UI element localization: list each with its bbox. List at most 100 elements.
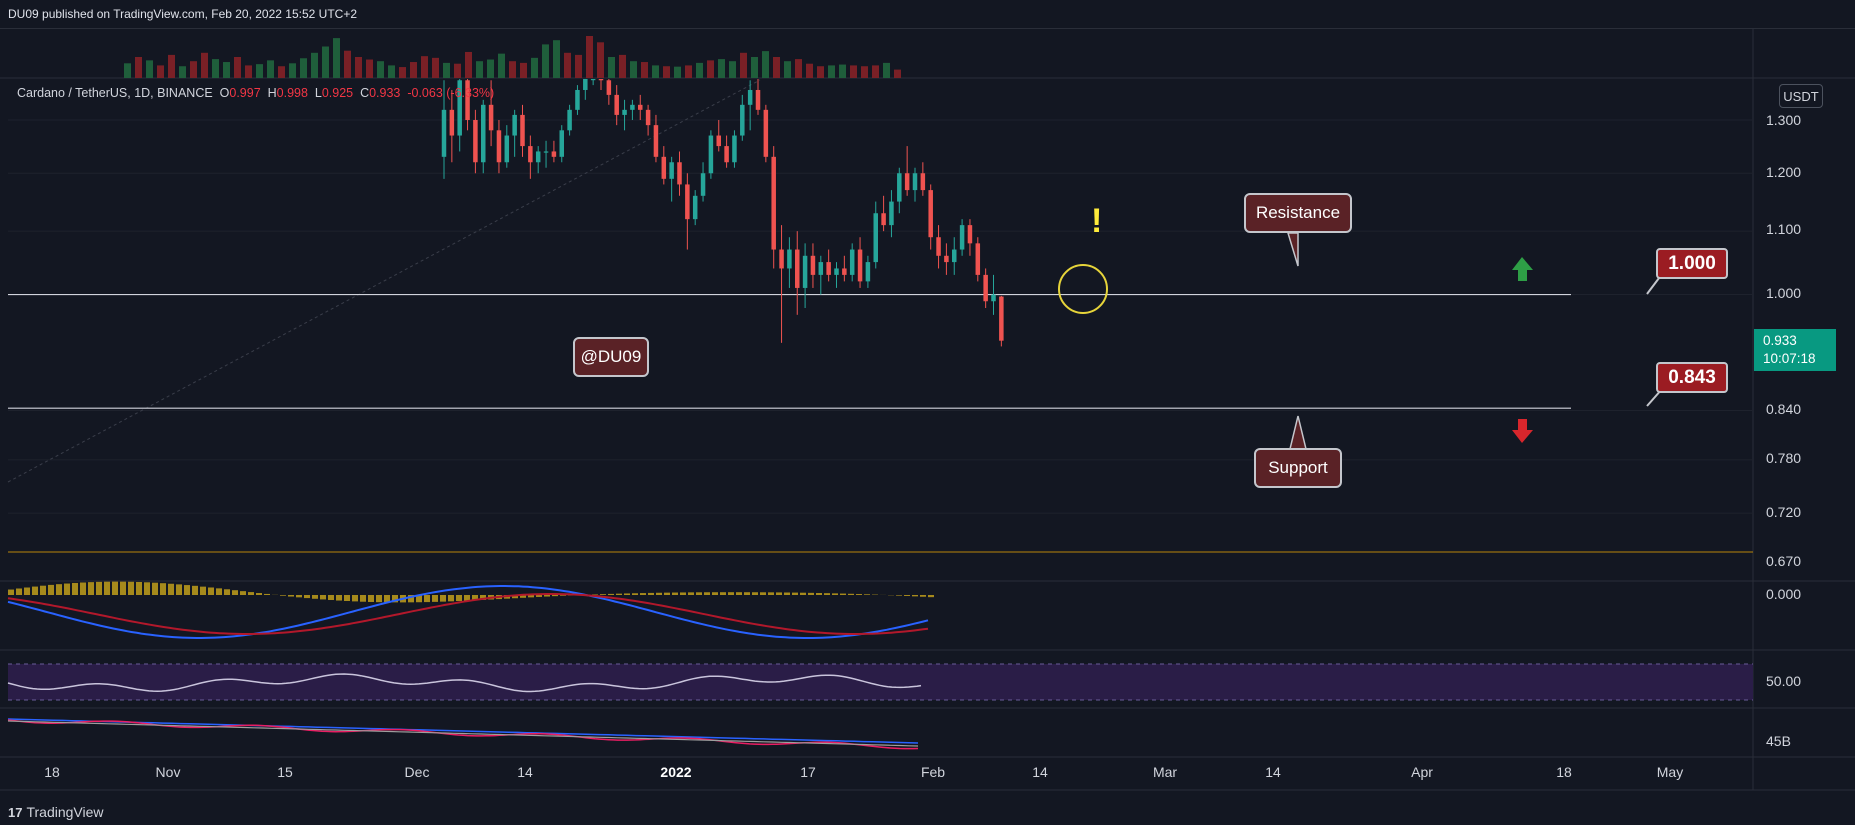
time-tick-label: Dec: [404, 764, 430, 780]
footer-brand[interactable]: 17 TradingView: [0, 800, 1855, 825]
warning-exclamation: !: [1091, 202, 1103, 240]
resistance-callout-pointer: [1286, 232, 1299, 267]
candle: [904, 146, 910, 196]
macd-histogram-bar: [392, 595, 398, 603]
candle-body: [512, 114, 517, 136]
candle: [787, 237, 792, 288]
volume-bar: [454, 63, 461, 78]
volume-bar: [157, 65, 164, 78]
volume-bar: [289, 63, 296, 78]
macd-histogram-bar: [264, 593, 270, 595]
time-tick-label: 15: [277, 764, 293, 780]
candle: [583, 79, 588, 100]
symbol-name[interactable]: Cardano / TetherUS, 1D, BINANCE: [17, 86, 213, 100]
level-tag-upper[interactable]: 1.000: [1656, 248, 1728, 279]
candle-body: [999, 296, 1004, 341]
volume-bar: [124, 63, 131, 78]
candle: [481, 99, 486, 174]
volume-bar: [839, 64, 846, 78]
macd-histogram-bar: [352, 595, 358, 602]
volume-bar: [586, 36, 593, 78]
volume-bar: [762, 51, 769, 78]
volume-bar: [377, 61, 384, 78]
macd-histogram-bar: [768, 592, 774, 595]
time-tick-label: 14: [1265, 764, 1281, 780]
macd-histogram-bar: [152, 582, 158, 595]
macd-histogram-bar: [696, 592, 702, 595]
macd-histogram-bar: [464, 595, 470, 601]
volume-bar: [498, 53, 505, 78]
candle-body: [645, 109, 651, 126]
watermark-label[interactable]: @DU09: [573, 337, 649, 377]
candle-body: [708, 135, 714, 174]
candle-body: [543, 151, 549, 153]
volume-bar: [179, 66, 186, 78]
price-tick-label: 0.780: [1766, 450, 1802, 466]
candle-body: [567, 109, 572, 131]
candle-body: [630, 104, 635, 110]
time-tick-label: Feb: [920, 764, 946, 780]
low-label: L: [314, 86, 322, 100]
macd-histogram-bar: [384, 595, 390, 603]
macd-zero-label: 0.000: [1766, 586, 1802, 602]
time-tick-label: 18: [1556, 764, 1572, 780]
resistance-callout[interactable]: Resistance: [1244, 193, 1352, 233]
volume-bar: [223, 62, 230, 78]
volume-bar: [135, 57, 142, 78]
candle: [504, 125, 510, 168]
candle-body: [457, 80, 462, 136]
macd-histogram-bar: [528, 595, 534, 598]
trendline: [7, 79, 761, 483]
up-arrow-icon: [1512, 257, 1533, 281]
macd-histogram-bar: [536, 595, 542, 597]
candle-body: [590, 79, 596, 81]
macd-histogram-bar: [232, 590, 238, 595]
candle: [975, 237, 981, 282]
candle-body: [575, 89, 580, 110]
candle-body: [740, 104, 745, 136]
candle-body: [881, 213, 886, 226]
rsi-line: [7, 673, 922, 693]
candle: [606, 79, 612, 105]
candle-body: [692, 195, 698, 220]
candle: [983, 268, 988, 308]
volume-bar: [333, 38, 340, 78]
macd-histogram-bar: [40, 585, 46, 595]
volume-bar: [366, 59, 373, 78]
macd-histogram-bar: [224, 589, 230, 595]
macd-histogram-bar: [240, 591, 246, 595]
macd-histogram-bar: [216, 588, 222, 595]
symbol-legend[interactable]: Cardano / TetherUS, 1D, BINANCE O0.997 H…: [17, 86, 494, 100]
volume-bar: [531, 57, 538, 78]
candle-body: [795, 249, 800, 288]
candle-body: [716, 135, 721, 147]
macd-histogram-bar: [624, 593, 630, 595]
volume-bar: [278, 66, 285, 78]
currency-badge[interactable]: USDT: [1779, 84, 1823, 108]
macd-histogram-bar: [928, 595, 934, 598]
signal-line: [7, 593, 929, 635]
candle: [999, 295, 1004, 347]
candle-body: [763, 109, 769, 157]
price-tick-label: 0.670: [1766, 553, 1802, 569]
level-tag-lower[interactable]: 0.843: [1656, 362, 1728, 393]
candle: [810, 243, 816, 288]
volume-bar: [245, 65, 252, 78]
open-value: 0.997: [229, 86, 261, 100]
support-callout[interactable]: Support: [1254, 448, 1342, 488]
macd-histogram-bar: [376, 595, 382, 603]
candle-body: [975, 243, 981, 275]
candle-body: [802, 255, 808, 288]
candle-body: [936, 237, 941, 256]
macd-histogram-bar: [600, 594, 606, 595]
candle: [802, 243, 808, 308]
macd-histogram-bar: [448, 595, 454, 602]
macd-histogram-bar: [408, 595, 414, 603]
macd-histogram-bar: [16, 588, 22, 595]
macd-histogram-bar: [136, 581, 142, 595]
candlesticks: [441, 79, 1004, 347]
volume-bar: [146, 60, 153, 78]
macd-histogram-bar: [256, 593, 262, 595]
volume-bar: [872, 65, 879, 78]
